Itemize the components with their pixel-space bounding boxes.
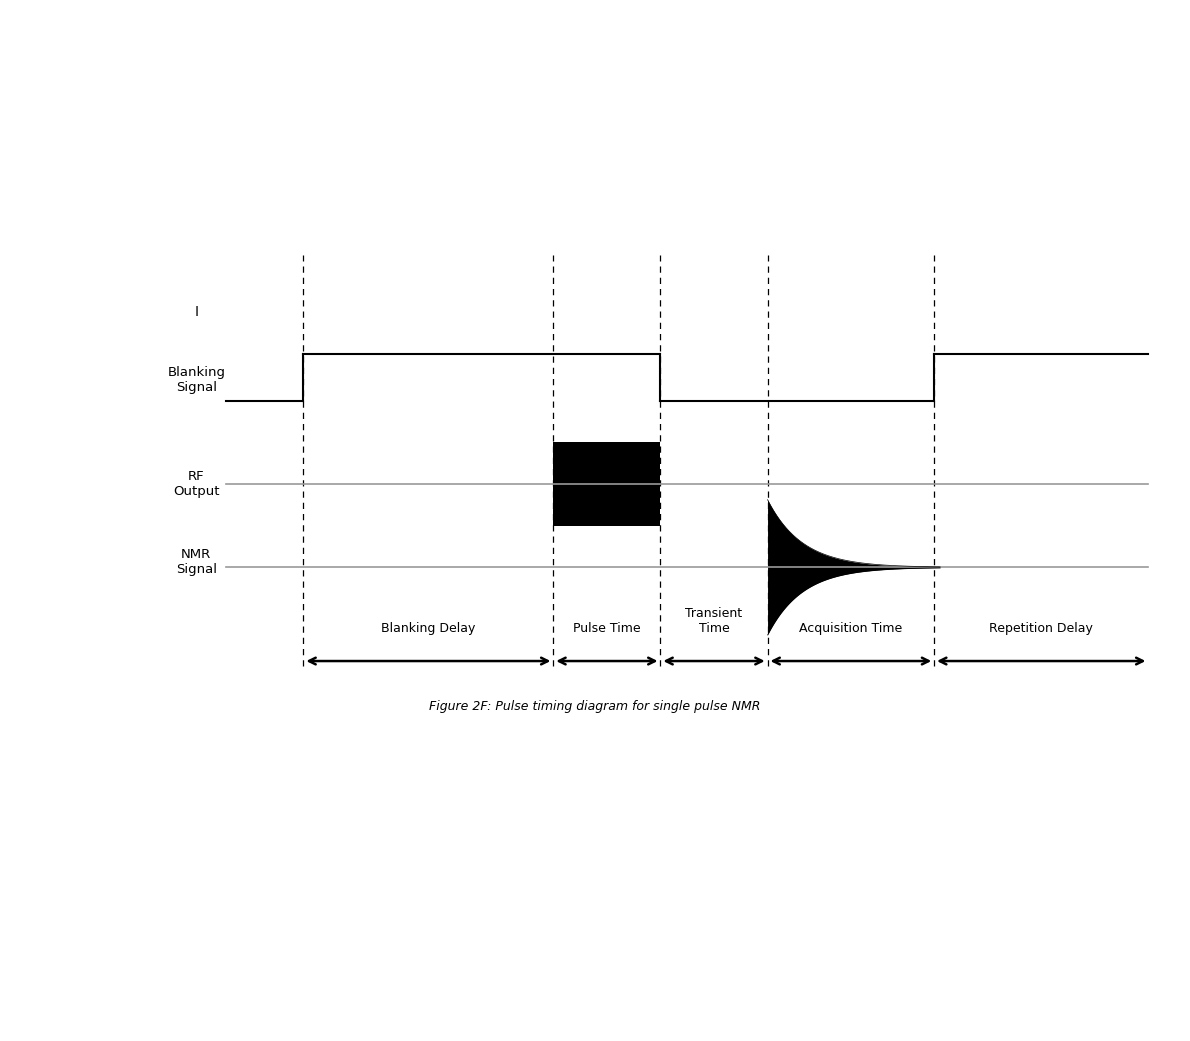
Text: NMR
Signal: NMR Signal (176, 549, 217, 576)
Text: Blanking Delay: Blanking Delay (381, 623, 476, 635)
Text: Pulse Time: Pulse Time (574, 623, 640, 635)
Bar (553, 442, 660, 526)
Text: Repetition Delay: Repetition Delay (989, 623, 1094, 635)
Text: RF
Output: RF Output (173, 471, 220, 498)
Text: Acquisition Time: Acquisition Time (800, 623, 902, 635)
Text: I: I (194, 305, 199, 320)
Text: Figure 2F: Pulse timing diagram for single pulse NMR: Figure 2F: Pulse timing diagram for sing… (430, 701, 760, 713)
Text: Transient
Time: Transient Time (685, 607, 743, 635)
Text: Blanking
Signal: Blanking Signal (168, 366, 225, 393)
